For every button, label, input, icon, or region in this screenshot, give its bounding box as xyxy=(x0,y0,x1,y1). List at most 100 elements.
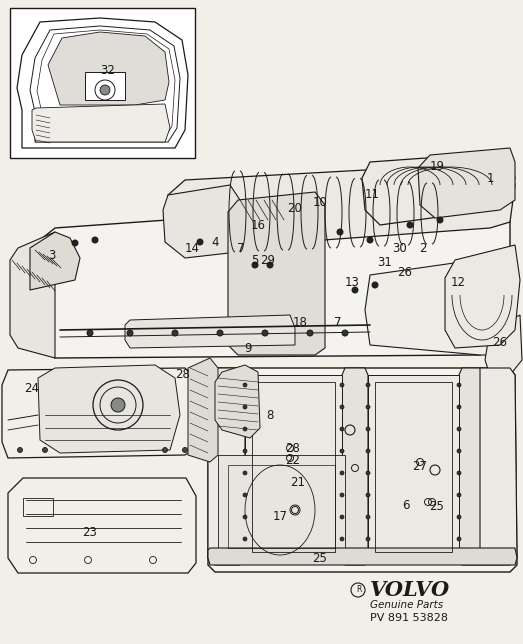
Polygon shape xyxy=(163,185,240,258)
Text: 17: 17 xyxy=(272,511,288,524)
Polygon shape xyxy=(30,197,510,358)
Circle shape xyxy=(366,427,370,431)
Circle shape xyxy=(407,222,413,228)
Text: Genuine Parts: Genuine Parts xyxy=(370,600,443,610)
Text: VOLVO: VOLVO xyxy=(370,580,450,600)
Text: 1: 1 xyxy=(486,171,494,184)
Circle shape xyxy=(366,449,370,453)
Circle shape xyxy=(366,405,370,409)
Circle shape xyxy=(100,85,110,95)
Circle shape xyxy=(340,449,344,453)
Polygon shape xyxy=(362,152,515,225)
Circle shape xyxy=(340,405,344,409)
Circle shape xyxy=(72,240,78,246)
Text: 2: 2 xyxy=(419,242,427,254)
Text: 32: 32 xyxy=(100,64,116,77)
Text: 26: 26 xyxy=(493,336,507,348)
Circle shape xyxy=(42,448,48,453)
Text: 13: 13 xyxy=(345,276,359,289)
Text: 10: 10 xyxy=(313,196,327,209)
Text: 23: 23 xyxy=(83,527,97,540)
Circle shape xyxy=(243,537,247,541)
Circle shape xyxy=(457,493,461,497)
Circle shape xyxy=(197,239,203,245)
Circle shape xyxy=(243,383,247,387)
Polygon shape xyxy=(445,245,520,348)
Circle shape xyxy=(17,448,22,453)
Circle shape xyxy=(457,383,461,387)
Text: 27: 27 xyxy=(413,460,427,473)
Polygon shape xyxy=(245,375,342,558)
Circle shape xyxy=(340,493,344,497)
Text: 9: 9 xyxy=(244,341,252,354)
Circle shape xyxy=(457,515,461,519)
Bar xyxy=(10,8,195,158)
Circle shape xyxy=(366,537,370,541)
Circle shape xyxy=(252,262,258,268)
Circle shape xyxy=(366,471,370,475)
Circle shape xyxy=(366,515,370,519)
Polygon shape xyxy=(48,32,169,105)
Circle shape xyxy=(243,471,247,475)
Circle shape xyxy=(457,537,461,541)
Text: 19: 19 xyxy=(429,160,445,173)
Polygon shape xyxy=(342,368,368,565)
Polygon shape xyxy=(228,192,325,355)
Text: 30: 30 xyxy=(393,242,407,254)
Circle shape xyxy=(243,493,247,497)
Polygon shape xyxy=(188,358,218,462)
Circle shape xyxy=(267,262,273,268)
Circle shape xyxy=(457,427,461,431)
Polygon shape xyxy=(480,368,517,565)
Circle shape xyxy=(340,471,344,475)
Text: 22: 22 xyxy=(286,453,301,466)
Circle shape xyxy=(337,229,343,235)
Text: 18: 18 xyxy=(292,316,308,328)
Polygon shape xyxy=(38,365,180,453)
Circle shape xyxy=(127,330,133,336)
Circle shape xyxy=(340,383,344,387)
Text: 31: 31 xyxy=(378,256,392,269)
Polygon shape xyxy=(10,232,55,358)
Text: 29: 29 xyxy=(260,254,276,267)
Text: 24: 24 xyxy=(25,381,40,395)
Polygon shape xyxy=(368,375,459,558)
Text: 26: 26 xyxy=(397,265,413,278)
Polygon shape xyxy=(165,162,515,250)
Circle shape xyxy=(92,237,98,243)
Circle shape xyxy=(340,537,344,541)
Text: PV 891 53828: PV 891 53828 xyxy=(370,613,448,623)
Circle shape xyxy=(340,515,344,519)
Circle shape xyxy=(87,330,93,336)
Polygon shape xyxy=(218,455,345,558)
Circle shape xyxy=(367,237,373,243)
Circle shape xyxy=(366,493,370,497)
Circle shape xyxy=(243,427,247,431)
Polygon shape xyxy=(208,368,245,565)
Circle shape xyxy=(243,449,247,453)
Polygon shape xyxy=(485,315,522,375)
Polygon shape xyxy=(418,148,515,218)
Text: 21: 21 xyxy=(290,475,305,489)
Text: R: R xyxy=(356,585,362,594)
Polygon shape xyxy=(125,315,295,348)
Polygon shape xyxy=(215,365,260,438)
Polygon shape xyxy=(17,18,188,148)
Circle shape xyxy=(340,427,344,431)
Circle shape xyxy=(342,330,348,336)
Text: 7: 7 xyxy=(237,242,245,254)
Circle shape xyxy=(307,330,313,336)
Polygon shape xyxy=(208,368,517,572)
Bar xyxy=(85,72,125,100)
Text: 16: 16 xyxy=(251,218,266,231)
Circle shape xyxy=(217,330,223,336)
Polygon shape xyxy=(30,232,80,290)
Text: 14: 14 xyxy=(185,242,199,254)
Text: 3: 3 xyxy=(48,249,55,261)
Polygon shape xyxy=(8,478,196,573)
Bar xyxy=(23,498,53,516)
Circle shape xyxy=(352,287,358,293)
Text: 11: 11 xyxy=(365,187,380,200)
Circle shape xyxy=(163,448,167,453)
Circle shape xyxy=(457,449,461,453)
